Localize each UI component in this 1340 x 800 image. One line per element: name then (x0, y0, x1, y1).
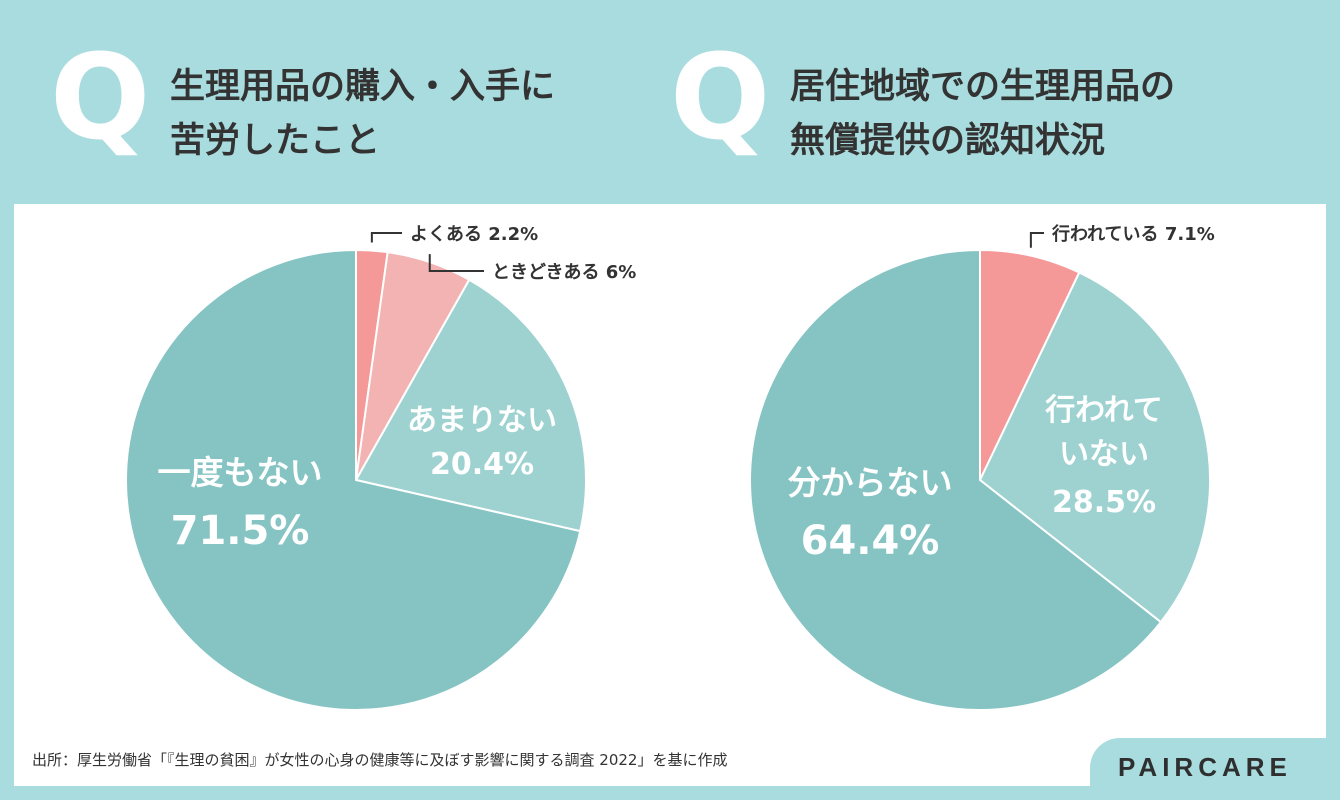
pie2-value-1: 28.5% (1052, 485, 1156, 520)
pie1-leader-0 (370, 232, 402, 243)
question-1-title-line1: 生理用品の購入・入手に (170, 67, 556, 107)
question-2-title-line1: 居住地域での生理用品の (790, 67, 1176, 107)
pie2-label-1-line0: 行われて (1044, 393, 1163, 428)
pie2-leader-0 (1029, 232, 1044, 248)
q-mark: Q (50, 28, 151, 166)
pie1-slice-3 (125, 248, 582, 711)
pie2-slice-0 (979, 248, 1081, 481)
pie1-label-0: よくある 2.2% (410, 224, 538, 245)
pie1-label-3-line0: 一度もない (158, 453, 323, 492)
header: Q 生理用品の購入・入手に 苦労したこと Q 居住地域での生理用品の 無償提供の… (0, 0, 1340, 200)
pie2-slice-1 (978, 271, 1211, 624)
pie1-label-1: ときどきある 6% (492, 262, 636, 283)
question-1-title-line2: 苦労したこと (170, 121, 381, 161)
pie1-label-2-line0: あまりない (407, 403, 557, 438)
question-2-title-line2: 無償提供の認知状況 (790, 121, 1106, 161)
question-2: Q 居住地域での生理用品の 無償提供の認知状況 (670, 38, 1310, 168)
q-mark: Q (670, 28, 771, 166)
question-1-title: 生理用品の購入・入手に 苦労したこと (170, 60, 555, 168)
brand-tab (1090, 738, 1340, 800)
brand-logo: PAIRCARE (1118, 752, 1292, 782)
pie1-value-3: 71.5% (171, 508, 310, 554)
pie2-value-2: 64.4% (801, 518, 940, 564)
source-note: 出所：厚生労働省「『生理の貧困』が女性の心身の健康等に及ぼす影響に関する調査 2… (32, 751, 728, 769)
pie2-label-2-line0: 分からない (788, 463, 953, 502)
pie2-label-0: 行われている 7.1% (1051, 223, 1215, 245)
pie1-leader-1 (428, 254, 484, 272)
pie1-slice-2 (354, 278, 587, 533)
question-2-title: 居住地域での生理用品の 無償提供の認知状況 (790, 60, 1175, 168)
pie1-value-2: 20.4% (430, 447, 534, 482)
pie2-slice-2 (749, 248, 1163, 711)
pie2-label-1-line1: いない (1059, 437, 1149, 472)
question-1: Q 生理用品の購入・入手に 苦労したこと (50, 38, 650, 168)
